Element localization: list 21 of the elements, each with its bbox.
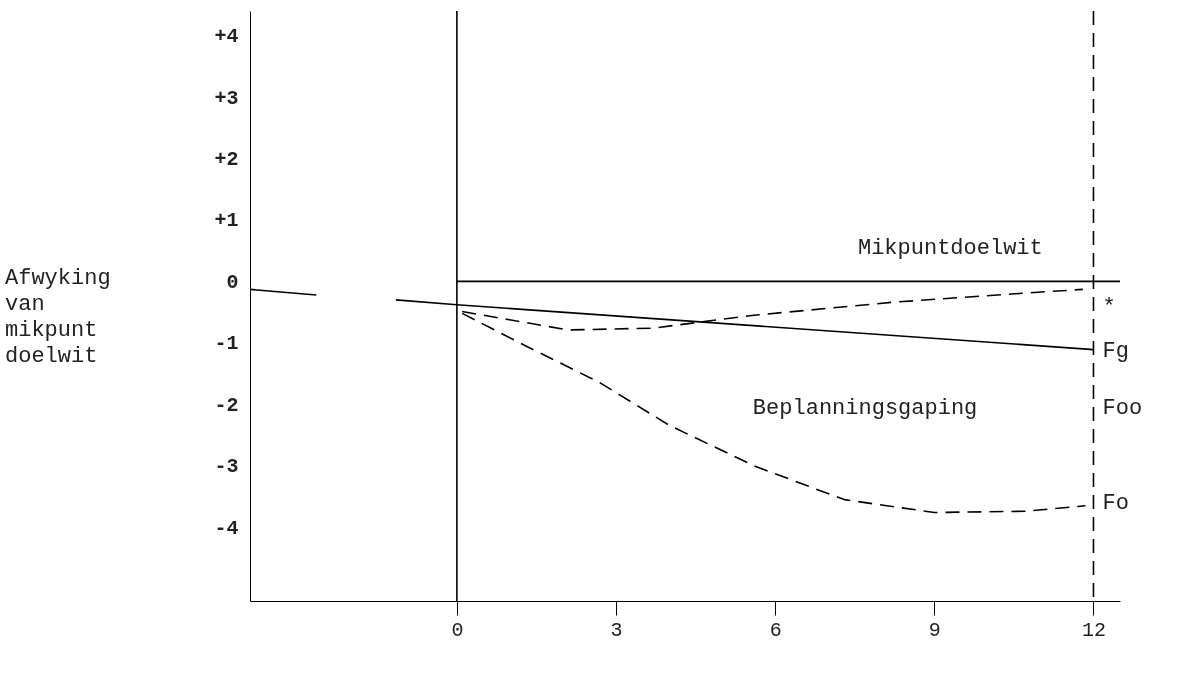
y-tick-label: +3 [214,86,239,110]
annotation: Foo [1102,396,1143,422]
annotation: Beplanningsgaping [752,396,978,422]
x-tick-label: 0 [451,618,464,642]
y-tick-label: +1 [214,209,239,233]
y-axis-title: Afwyking van mikpunt doelwit [5,265,111,369]
x-tick-label: 6 [769,618,782,642]
y-tick-label: +4 [214,25,239,49]
annotation: Fo [1102,491,1130,517]
annotation: Mikpuntdoelwit [857,236,1043,261]
y-tick-label: -3 [214,455,239,479]
y-tick-label: -1 [214,332,239,356]
annotation: Fg [1102,338,1130,364]
x-tick-label: 12 [1081,618,1106,642]
y-tick-label: 0 [226,270,239,294]
y-tick-label: +2 [214,148,239,171]
x-tick-label: 3 [610,618,623,642]
x-tick-label: 9 [928,618,941,642]
y-tick-label: -4 [214,516,239,540]
annotation: * [1102,295,1116,320]
y-tick-label: -2 [214,393,239,417]
